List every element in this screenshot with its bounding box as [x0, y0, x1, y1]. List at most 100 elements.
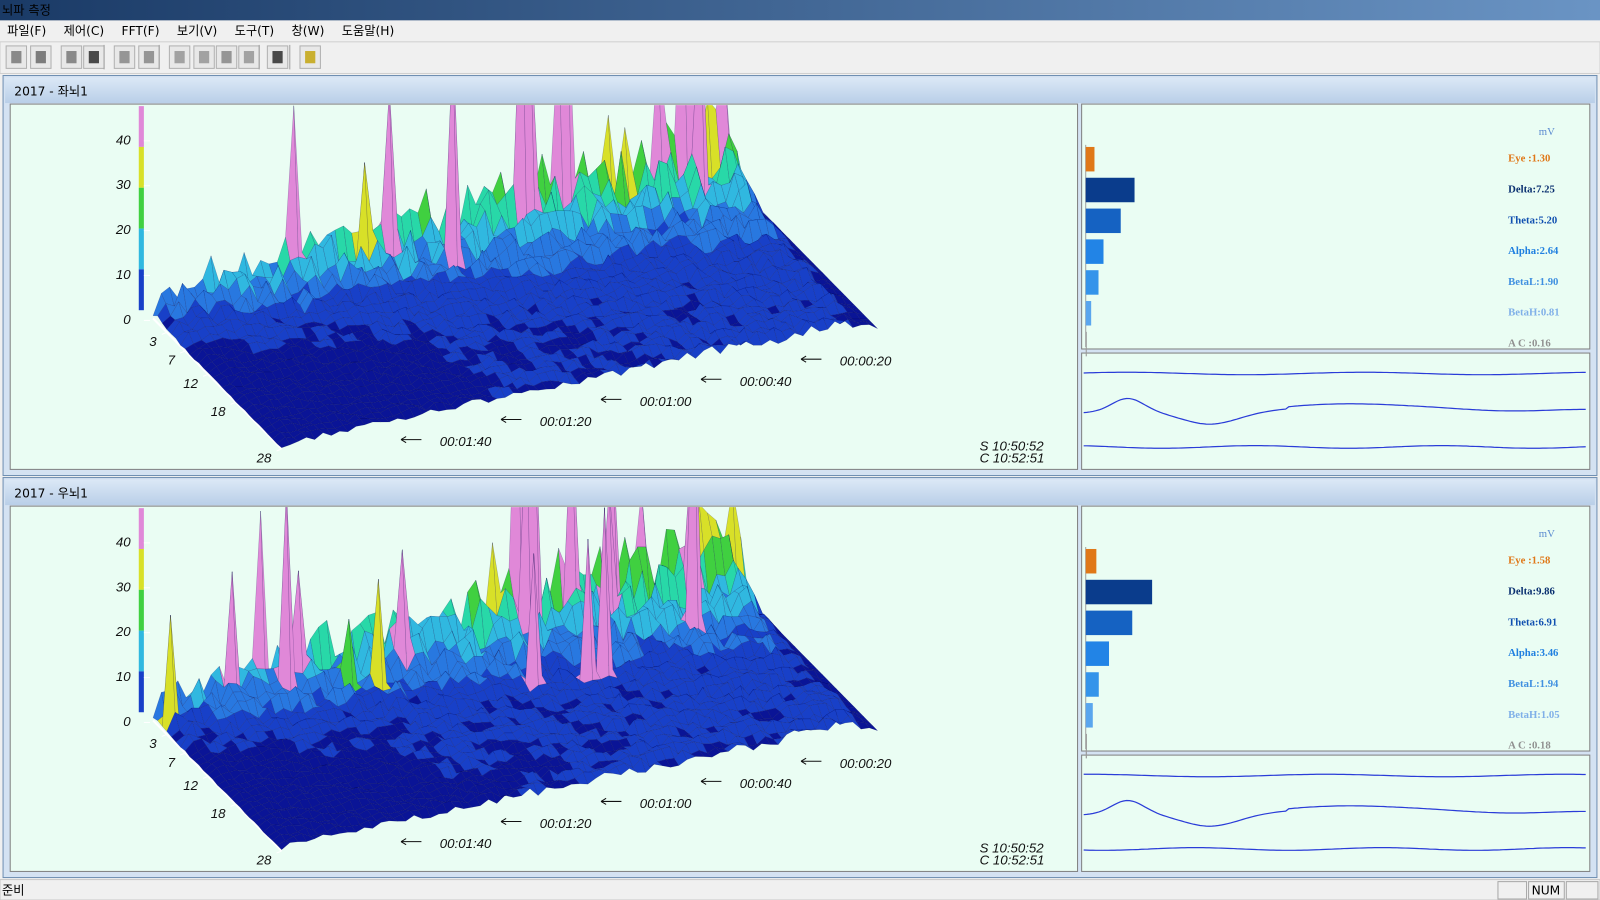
freq-tick-label: 12	[183, 778, 198, 793]
start-time: S 10:50:52	[980, 438, 1045, 453]
freq-tick-label: 3	[149, 334, 157, 349]
band-label: Eye :1.58	[1508, 555, 1550, 567]
band-bar	[1085, 610, 1133, 636]
surface-cell	[678, 507, 690, 567]
band-label: Theta:5.20	[1508, 214, 1557, 226]
freq-tick	[230, 401, 236, 405]
button-icon	[198, 51, 210, 64]
color-scale	[138, 146, 144, 188]
waveform	[1083, 444, 1586, 449]
time-label: 00:00:20	[840, 354, 892, 369]
button-icon	[221, 51, 232, 64]
button-icon	[174, 51, 185, 64]
freq-tick-label: 7	[168, 353, 176, 368]
status-pane	[1497, 881, 1528, 900]
menu-bar	[0, 20, 1600, 41]
toolbar-button[interactable]	[113, 45, 136, 69]
toolbar-button[interactable]	[193, 45, 215, 69]
z-tick-label: 30	[116, 177, 131, 192]
toolbar-button[interactable]	[83, 45, 105, 69]
time-label: 00:01:20	[540, 816, 592, 831]
time-label: 00:01:20	[540, 414, 592, 429]
color-scale	[138, 630, 144, 672]
band-bar	[1085, 239, 1104, 264]
z-tick-label: 10	[116, 267, 131, 282]
toolbar-button[interactable]	[138, 45, 160, 69]
band-bar	[1085, 208, 1121, 234]
button-icon	[88, 51, 99, 64]
spectrogram-surface	[152, 105, 878, 450]
z-tick-label: 30	[116, 579, 131, 594]
time-label: 00:01:40	[440, 836, 492, 851]
time-arrow	[700, 375, 722, 383]
menu-item[interactable]: FFT(F)	[122, 24, 160, 38]
color-scale	[138, 548, 144, 590]
band-unit: mV	[1539, 126, 1555, 138]
color-scale	[138, 508, 144, 549]
band-area	[1081, 505, 1591, 752]
panel-header	[5, 479, 1595, 506]
z-tick-label: 40	[116, 534, 131, 549]
current-time: C 10:52:51	[980, 451, 1045, 466]
toolbar-button[interactable]	[238, 45, 260, 69]
status-bar	[0, 879, 1600, 900]
menu-item[interactable]: 도움말(H)	[342, 24, 395, 38]
band-bar	[1085, 579, 1153, 605]
panel-header	[5, 77, 1595, 104]
freq-tick	[276, 448, 282, 452]
toolbar-button[interactable]	[5, 45, 28, 69]
band-label: Alpha:2.64	[1508, 245, 1559, 257]
time-arrow	[800, 355, 822, 363]
z-tick-label: 0	[123, 714, 131, 729]
status-pane	[1528, 881, 1565, 900]
color-scale	[138, 187, 144, 229]
button-icon	[305, 51, 316, 64]
menu-item[interactable]: 파일(F)	[7, 24, 46, 38]
menu-item[interactable]: 제어(C)	[64, 24, 105, 38]
freq-tick	[202, 373, 209, 377]
band-label: BetaH:1.05	[1508, 709, 1559, 721]
band-label: A C :0.18	[1508, 740, 1551, 752]
toolbar-button[interactable]	[266, 45, 289, 69]
surface-edge	[152, 719, 283, 852]
menu-item[interactable]: 보기(V)	[177, 24, 217, 38]
freq-tick-label: 28	[256, 451, 272, 466]
status-pane	[1565, 881, 1599, 900]
color-scale	[138, 228, 144, 270]
menu-item[interactable]: 도구(T)	[235, 24, 275, 38]
color-scale	[138, 671, 144, 713]
waveform	[1083, 397, 1586, 425]
button-icon	[143, 51, 155, 64]
button-icon	[243, 51, 255, 64]
toolbar-button[interactable]	[168, 45, 191, 69]
band-bar	[1085, 703, 1093, 728]
spectrogram-surface	[152, 507, 878, 852]
band-label: Delta:7.25	[1508, 183, 1555, 195]
time-label: 00:01:00	[640, 394, 692, 409]
toolbar-button[interactable]	[215, 45, 238, 69]
menu-item[interactable]: 창(W)	[291, 24, 324, 38]
band-bar	[1085, 331, 1087, 357]
band-label: BetaL:1.94	[1508, 678, 1559, 690]
band-label: Delta:9.86	[1508, 585, 1555, 597]
button-icon	[66, 51, 77, 64]
status-indicator: NUM	[1532, 883, 1561, 897]
surface-edge	[152, 317, 283, 450]
band-bar	[1085, 733, 1087, 759]
toolbar-button[interactable]	[30, 45, 52, 69]
color-scale	[138, 106, 144, 147]
color-scale	[138, 589, 144, 631]
z-tick-label: 10	[116, 669, 131, 684]
toolbar-button[interactable]	[60, 45, 83, 69]
freq-tick-label: 18	[211, 806, 226, 821]
band-bar	[1085, 146, 1095, 172]
time-label: 00:00:40	[740, 374, 792, 389]
z-tick-label: 0	[123, 312, 131, 327]
band-bar	[1085, 672, 1099, 697]
panel-title: 2017 - 좌뇌1	[14, 84, 88, 98]
freq-tick-label: 28	[256, 853, 272, 868]
window-title: 뇌파 측정	[2, 4, 51, 18]
toolbar-button[interactable]	[299, 45, 321, 69]
button-icon	[119, 51, 130, 64]
status-text: 준비	[2, 883, 25, 897]
